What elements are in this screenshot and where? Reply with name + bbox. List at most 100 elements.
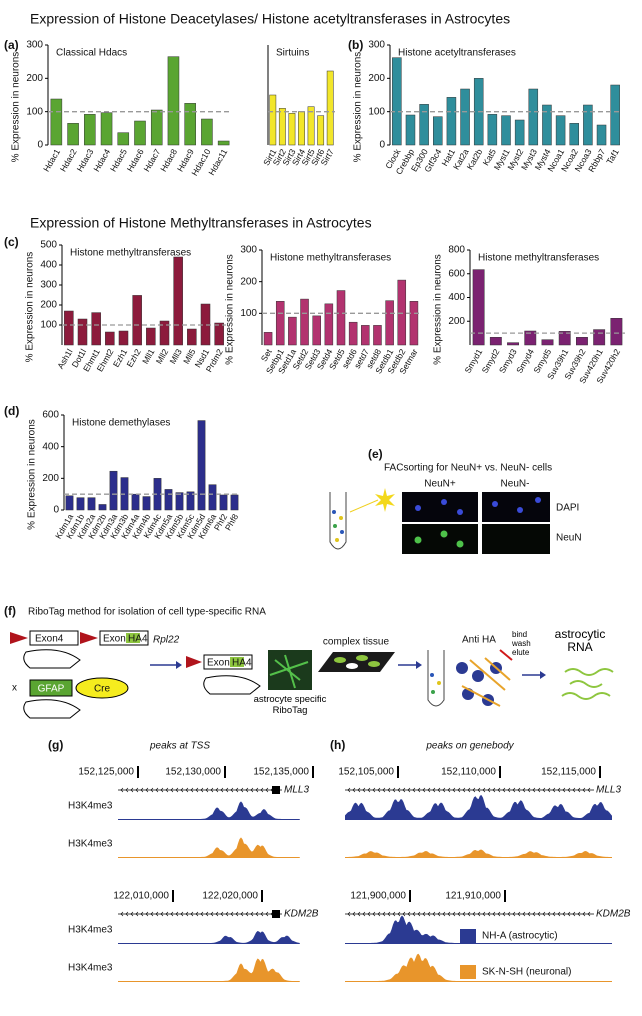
- bar: [300, 298, 309, 346]
- bar: [487, 114, 498, 146]
- ribotag-title: RiboTag method for isolation of cell typ…: [28, 607, 266, 618]
- coordinate-tick: [224, 766, 226, 778]
- coordinate-tick: [397, 766, 399, 778]
- bar: [150, 109, 163, 146]
- bar: [361, 325, 370, 346]
- ha-label: HA: [128, 634, 142, 645]
- steps-box: bind wash elute: [512, 630, 531, 657]
- bar: [555, 115, 566, 146]
- track-label: H3K4me3: [68, 801, 113, 812]
- bar: [77, 318, 88, 346]
- y-tick-label: 200: [368, 73, 385, 84]
- bar: [118, 330, 129, 346]
- y-tick-label: 100: [40, 320, 57, 331]
- gene-name: MLL3: [596, 785, 621, 796]
- y-tick-label: 0: [379, 140, 385, 151]
- bar: [197, 420, 206, 511]
- bar: [65, 495, 74, 511]
- tissue-label: complex tissue: [323, 637, 390, 648]
- bar: [501, 115, 511, 146]
- exon-label: 4: [246, 658, 252, 669]
- bar: [214, 322, 224, 346]
- y-axis-label: % Expression in neurons: [433, 254, 444, 365]
- signal-track: [118, 958, 300, 982]
- panel-label: (c): [4, 235, 19, 249]
- astro-label-box: astrocyte specific RiboTag: [254, 694, 327, 716]
- y-tick-label: 0: [37, 140, 43, 151]
- y-tick-label: 400: [42, 441, 59, 452]
- row-label: DAPI: [556, 503, 579, 514]
- bar: [419, 104, 429, 146]
- y-axis-label: % Expression in neurons: [353, 52, 364, 163]
- chart-title: Histone methyltransferases: [478, 253, 599, 264]
- bar: [610, 318, 623, 346]
- panel-label: (f): [4, 604, 16, 618]
- bar: [288, 316, 297, 346]
- coordinate: 152,130,000: [165, 767, 221, 778]
- bar: [405, 114, 416, 146]
- bar: [187, 328, 197, 346]
- tube: [329, 488, 395, 550]
- bar: [392, 57, 402, 146]
- chart-title: Histone acetyltransferases: [398, 48, 516, 59]
- bar: [433, 116, 443, 146]
- y-tick-label: 300: [240, 245, 257, 256]
- gene-name: KDM2B: [284, 909, 319, 920]
- y-tick-label: 300: [40, 280, 57, 291]
- anti-ha: Anti HA: [462, 635, 496, 646]
- bar: [373, 325, 382, 346]
- chart-title: Classical Hdacs: [56, 48, 127, 59]
- bar: [98, 504, 107, 511]
- signal-track: [345, 915, 612, 944]
- chart-title: Histone demethylases: [72, 418, 170, 429]
- gene-strand: [120, 787, 279, 793]
- panel-label: (b): [348, 38, 363, 52]
- x-tick-label: Mll1: [140, 347, 157, 366]
- legend-swatch: [460, 965, 476, 979]
- x-tick-label: Mll2: [154, 347, 171, 366]
- bar: [507, 342, 519, 346]
- coordinate-tick: [409, 890, 411, 902]
- signal-track: [345, 849, 612, 858]
- heading: Expression of Histone Methyltransferases…: [30, 215, 372, 231]
- y-tick-label: 200: [40, 300, 57, 311]
- steps: bind wash elute: [512, 630, 531, 657]
- bar: [324, 303, 334, 346]
- y-tick-label: 400: [448, 292, 465, 303]
- bar: [307, 106, 315, 146]
- bar: [610, 84, 620, 146]
- y-tick-label: 200: [448, 316, 465, 327]
- coordinate: 121,910,000: [445, 891, 501, 902]
- bar: [317, 115, 325, 146]
- bar: [596, 124, 607, 146]
- gene-label: Rpl22: [153, 635, 180, 646]
- bar: [524, 330, 537, 346]
- bar: [541, 339, 554, 346]
- panel-label: (h): [330, 738, 345, 752]
- bar: [67, 123, 79, 146]
- bar: [186, 491, 195, 511]
- micrographs: [402, 492, 550, 554]
- coordinate: 152,135,000: [253, 767, 309, 778]
- bar: [278, 108, 286, 146]
- panel-title: peaks on genebody: [425, 741, 514, 752]
- cross: x: [12, 683, 17, 694]
- y-tick-label: 300: [26, 40, 43, 51]
- bar: [385, 300, 394, 346]
- gene-strand: [347, 787, 591, 793]
- track-label: H3K4me3: [68, 925, 113, 936]
- panel-title: peaks at TSS: [149, 741, 210, 752]
- bar: [593, 329, 606, 346]
- bar: [167, 56, 180, 146]
- bar: [219, 494, 228, 511]
- bar: [217, 140, 230, 146]
- x-tick-label: Ezh2: [124, 347, 142, 369]
- cre-label: Cre: [94, 684, 111, 695]
- bar: [569, 123, 579, 146]
- y-tick-label: 400: [40, 260, 57, 271]
- bar: [132, 295, 142, 346]
- y-tick-label: 600: [448, 268, 465, 279]
- signal-track: [345, 795, 612, 820]
- chart-title: Histone methyltransferases: [70, 248, 191, 259]
